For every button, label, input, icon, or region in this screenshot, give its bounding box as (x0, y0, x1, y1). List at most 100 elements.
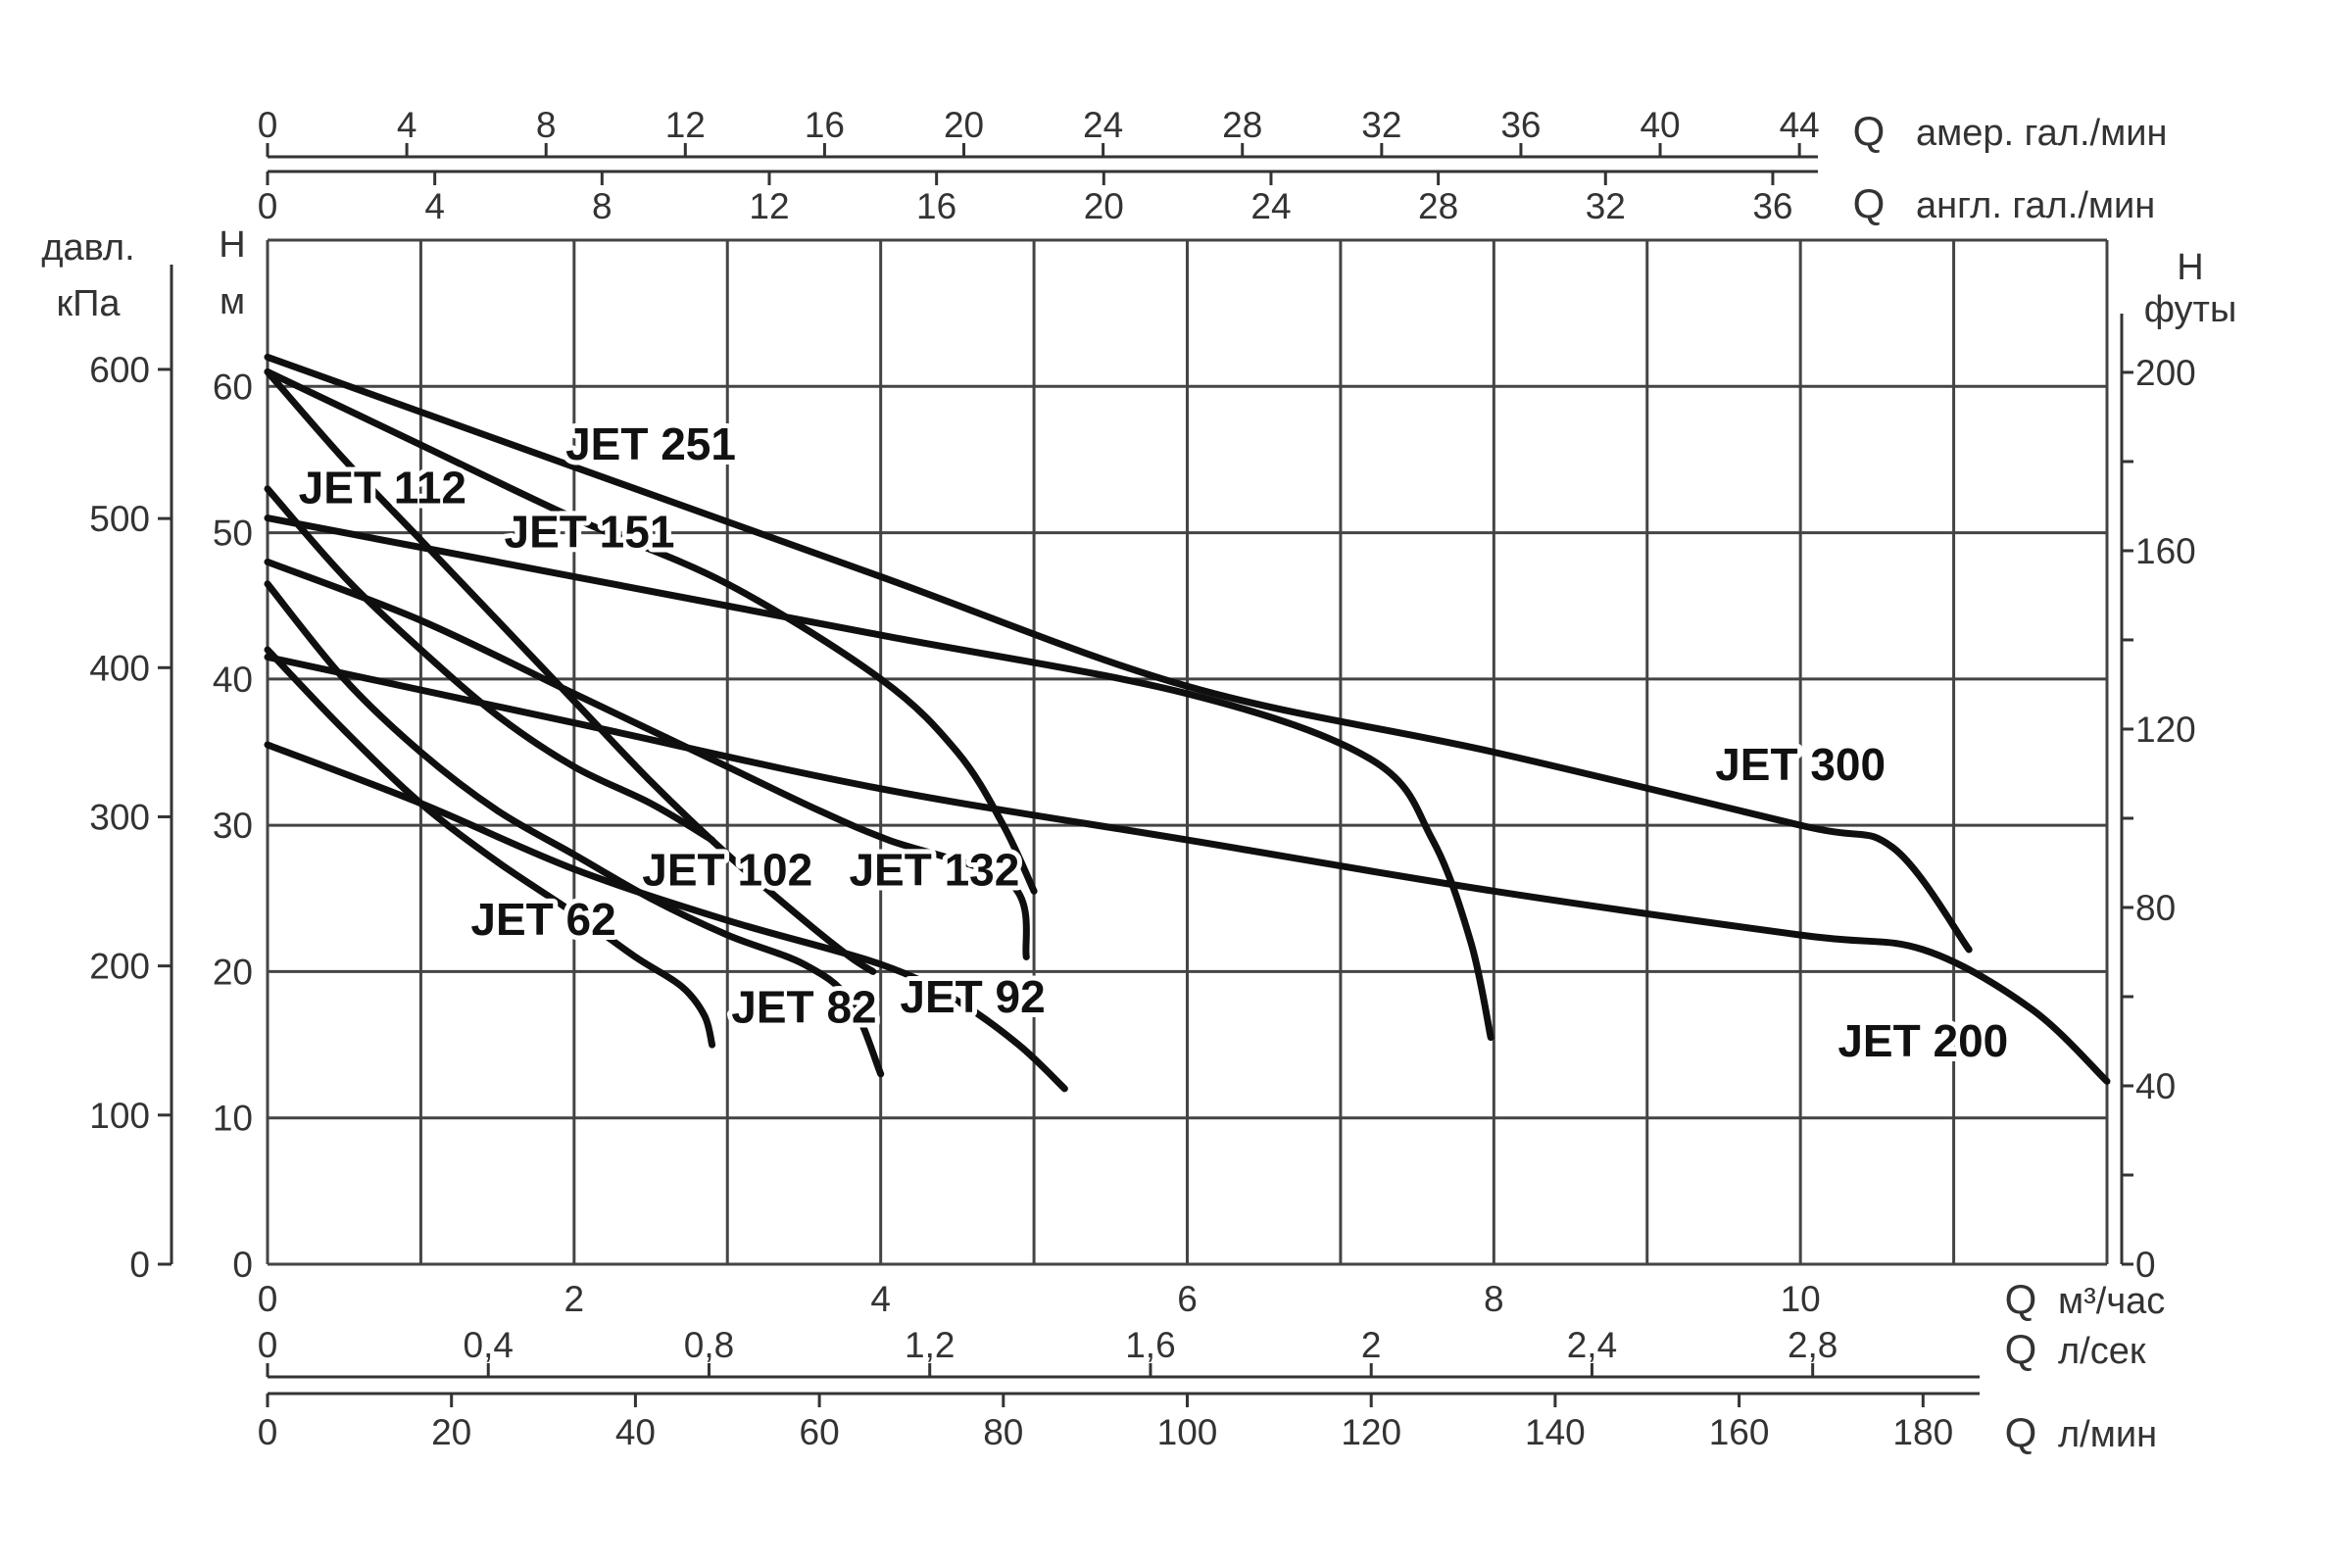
x-tick-label-lmin: 160 (1709, 1412, 1770, 1452)
x-tick-label-usgal: 12 (665, 105, 706, 145)
y-tick-label-kpa: 0 (129, 1245, 150, 1285)
x-tick-label-m3h: 8 (1484, 1279, 1504, 1319)
x-tick-label-usgal: 44 (1780, 105, 1820, 145)
x-axis-q-lmin: Q (2005, 1409, 2037, 1455)
x-tick-label-m3h: 10 (1781, 1279, 1821, 1319)
y-tick-label-m: 40 (213, 660, 253, 700)
x-axis-q-usgal: Q (1853, 108, 1886, 154)
y-tick-label-ft: 200 (2135, 353, 2196, 393)
x-tick-label-ukgal: 8 (592, 186, 612, 226)
series-label-halo-jet-102: JET 102 (642, 844, 812, 895)
x-tick-label-ukgal: 16 (916, 186, 956, 226)
series-label-jet-82: JET 82 (731, 982, 876, 1033)
x-tick-label-ukgal: 12 (749, 186, 789, 226)
x-tick-label-usgal: 4 (397, 105, 417, 145)
x-tick-label-ukgal: 24 (1250, 186, 1291, 226)
x-tick-label-usgal: 36 (1500, 105, 1541, 145)
x-tick-label-lmin: 40 (615, 1412, 656, 1452)
x-tick-label-lmin: 120 (1341, 1412, 1401, 1452)
x-tick-label-ukgal: 4 (424, 186, 445, 226)
y-tick-label-m: 60 (213, 367, 253, 407)
series-label-halo-jet-82: JET 82 (731, 982, 876, 1033)
y-tick-label-m: 10 (213, 1099, 253, 1139)
x-axis-q-ukgal: Q (1853, 180, 1886, 226)
series-label-jet-200: JET 200 (1838, 1015, 2008, 1066)
series-label-jet-102: JET 102 (642, 844, 812, 895)
series-label-halo-jet-200: JET 200 (1838, 1015, 2008, 1066)
series-label-jet-251: JET 251 (565, 418, 736, 469)
series-label-jet-92: JET 92 (900, 971, 1045, 1022)
curve-jet-251 (264, 514, 1494, 1042)
x-axis-q-m3h: Q (2005, 1276, 2037, 1322)
series-label-halo-jet-151: JET 151 (505, 507, 675, 558)
x-tick-label-usgal: 40 (1640, 105, 1680, 145)
x-tick-label-usgal: 32 (1361, 105, 1401, 145)
y-tick-label-ft: 80 (2135, 888, 2176, 928)
series-label-halo-jet-92: JET 92 (900, 971, 1045, 1022)
series-label-jet-112: JET 112 (299, 463, 466, 514)
x-tick-label-usgal: 28 (1222, 105, 1262, 145)
x-tick-label-ls: 2,8 (1788, 1325, 1838, 1365)
curve-jet-132 (264, 558, 1030, 960)
x-tick-label-ukgal: 36 (1752, 186, 1792, 226)
x-tick-label-lmin: 80 (983, 1412, 1023, 1452)
curve-jet-92 (264, 741, 1068, 1093)
x-axis-unit-m3h: м³/час (2058, 1281, 2165, 1322)
x-axis-unit-ukgal: англ. гал./мин (1916, 185, 2155, 226)
series-label-jet-151: JET 151 (505, 507, 675, 558)
series-label-jet-300: JET 300 (1715, 739, 1886, 790)
x-tick-label-usgal: 20 (944, 105, 984, 145)
performance-curves (264, 353, 2111, 1093)
series-label-jet-62: JET 62 (470, 894, 615, 945)
series-label-halo-jet-251: JET 251 (565, 418, 736, 469)
y-axis-label-m-top: H (219, 224, 245, 266)
series-label-halo-jet-112: JET 112 (299, 463, 466, 514)
x-tick-label-lmin: 0 (258, 1412, 278, 1452)
x-tick-label-usgal: 0 (258, 105, 278, 145)
y-tick-label-kpa: 200 (89, 947, 150, 987)
x-tick-label-lmin: 140 (1525, 1412, 1586, 1452)
curve-jet-102 (264, 485, 716, 844)
x-tick-label-ls: 0 (258, 1325, 278, 1365)
x-tick-label-usgal: 24 (1083, 105, 1123, 145)
curve-jet-151 (264, 368, 1038, 895)
y-axis-label-ft-bottom: футы (2144, 289, 2237, 330)
y-tick-label-m: 30 (213, 806, 253, 846)
y-axis-label-kpa-bottom: кПа (56, 283, 121, 324)
curve-jet-112 (264, 368, 877, 975)
series-label-halo-jet-62: JET 62 (470, 894, 615, 945)
x-tick-label-ukgal: 20 (1084, 186, 1124, 226)
y-tick-label-m: 20 (213, 952, 253, 992)
y-tick-label-kpa: 600 (89, 350, 150, 390)
series-label-halo-jet-132: JET 132 (849, 844, 1019, 895)
curve-jet-300 (264, 353, 1973, 954)
x-tick-label-lmin: 20 (431, 1412, 471, 1452)
x-tick-label-ls: 1,2 (905, 1325, 955, 1365)
x-axis-unit-usgal: амер. гал./мин (1916, 113, 2167, 154)
y-tick-label-kpa: 100 (89, 1096, 150, 1136)
y-tick-label-ft: 120 (2135, 710, 2196, 750)
y-tick-label-kpa: 400 (89, 648, 150, 688)
grid (266, 238, 2109, 1266)
y-tick-label-m: 50 (213, 514, 253, 554)
x-tick-label-ls: 2 (1361, 1325, 1382, 1365)
x-tick-label-usgal: 8 (536, 105, 557, 145)
x-tick-label-lmin: 180 (1892, 1412, 1953, 1452)
y-tick-label-ft: 0 (2135, 1245, 2156, 1285)
x-tick-label-m3h: 0 (258, 1279, 278, 1319)
x-axis-unit-ls: л/сек (2058, 1331, 2146, 1372)
x-tick-label-ukgal: 32 (1586, 186, 1626, 226)
x-tick-label-lmin: 60 (800, 1412, 840, 1452)
y-axis-label-m-bottom: м (220, 281, 245, 322)
y-tick-label-kpa: 500 (89, 499, 150, 539)
x-tick-label-lmin: 100 (1157, 1412, 1218, 1452)
y-tick-label-m: 0 (232, 1245, 253, 1285)
curve-jet-200 (264, 654, 2111, 1085)
axes: 0102030405060Hм0100200300400500600давл.к… (41, 105, 2236, 1455)
series-label-jet-132: JET 132 (849, 844, 1019, 895)
x-tick-label-m3h: 2 (564, 1279, 585, 1319)
x-tick-label-ukgal: 0 (258, 186, 278, 226)
x-axis-q-ls: Q (2005, 1326, 2037, 1372)
curve-jet-62 (264, 646, 716, 1049)
